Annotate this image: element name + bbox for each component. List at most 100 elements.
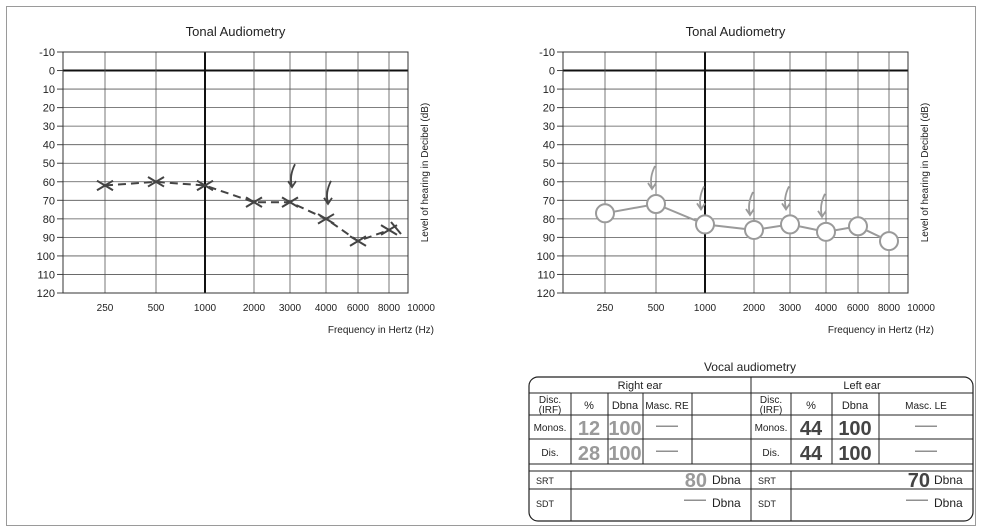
y-tick-label: 20	[543, 103, 555, 115]
left-monos-masc: ——	[915, 420, 937, 432]
y-tick-label: 120	[537, 288, 555, 300]
data-point-x	[147, 176, 165, 188]
x-tick-label: 3000	[779, 303, 802, 314]
masc-le-header: Masc. LE	[905, 401, 947, 412]
arrow-head	[647, 182, 657, 191]
y-tick-label: 0	[49, 66, 55, 78]
x-tick-label: 3000	[279, 303, 302, 314]
y-tick-label: 80	[43, 214, 55, 226]
x-tick-label: 2000	[743, 303, 766, 314]
y-tick-label: 60	[543, 177, 555, 189]
dis-left: Dis.	[762, 448, 779, 459]
arrow-curve	[290, 163, 296, 187]
plot-area: -10 0 10 20 30 40 50 60 70 80 90 100 110 120 250 500 100…	[37, 47, 436, 314]
data-point-o	[744, 219, 764, 240]
data-point-o	[780, 214, 800, 235]
x-tick-label: 1000	[194, 303, 217, 314]
y-tick-label: 30	[543, 121, 555, 133]
y-tick-label: -10	[39, 47, 55, 59]
y-axis-label: Level of hearing in Decibel (dB)	[420, 103, 431, 243]
x-tick-label: 10000	[907, 303, 935, 314]
arrow-head	[817, 210, 827, 219]
right-monos-pct: 12	[578, 418, 600, 440]
x-tick-label: 8000	[378, 303, 401, 314]
x-tick-label: 4000	[315, 303, 338, 314]
plot-frame	[562, 51, 909, 294]
y-tick-label: 10	[43, 84, 55, 96]
right-srt-unit: Dbna	[712, 473, 741, 487]
y-tick-label: 100	[537, 251, 555, 263]
right-dis-dbna: 100	[608, 443, 641, 465]
data-point-x	[96, 179, 114, 192]
left-srt-value: 70	[908, 470, 930, 492]
y-tick-label: 10	[543, 84, 555, 96]
right-dis-pct: 28	[578, 443, 600, 465]
y-axis-label: Level of hearing in Decibel (dB)	[920, 103, 931, 243]
vocal-audiometry-title: Vocal audiometry	[703, 360, 797, 374]
right-ear-header: Right ear	[618, 380, 663, 392]
left-dis-dbna: 100	[838, 443, 871, 465]
chart-title: Tonal Audiometry	[686, 24, 786, 39]
arrow-head	[287, 180, 297, 189]
x-tick-label: 250	[97, 303, 114, 314]
data-point-o	[695, 214, 715, 235]
sdt-label-right: SDT	[536, 499, 555, 509]
right-dis-masc: ——	[656, 445, 678, 457]
right-monos-masc: ——	[656, 420, 678, 432]
arrow-curve	[650, 165, 656, 189]
x-tick-label: 250	[597, 303, 614, 314]
y-tick-label: 50	[543, 158, 555, 170]
y-tick-label: 110	[537, 269, 555, 281]
data-point-x	[245, 196, 263, 208]
dbna-header-left: Dbna	[842, 400, 869, 412]
sdt-label-left: SDT	[758, 499, 777, 509]
arrow-head	[323, 197, 333, 206]
data-point-x	[317, 213, 335, 225]
arrow-curve	[326, 180, 332, 204]
right-sdt-dash: ——	[684, 494, 706, 506]
left-srt-unit: Dbna	[934, 473, 963, 487]
left-monos-pct: 44	[800, 418, 823, 440]
x-tick-label: 4000	[815, 303, 838, 314]
dis-right: Dis.	[541, 448, 558, 459]
right-srt-value: 80	[685, 470, 707, 492]
tonal-audiometry-chart-left: -10 0 10 20 30 40 50 60 70 80 90 100 110 120 250 500 100…	[37, 24, 436, 336]
series-line	[104, 180, 390, 243]
y-tick-label: -10	[539, 47, 555, 59]
y-tick-label: 40	[543, 140, 555, 152]
left-monos-dbna: 100	[838, 418, 871, 440]
y-tick-label: 50	[43, 158, 55, 170]
x-axis-label: Frequency in Hertz (Hz)	[828, 325, 934, 336]
arrow-head	[781, 202, 791, 212]
plot-area: -10 0 10 20 30 40 50 60 70 80 90 100 110 120 250 500 100…	[537, 47, 936, 314]
y-tick-label: 110	[37, 269, 55, 281]
left-sdt-unit: Dbna	[934, 496, 963, 510]
x-tick-label: 1000	[694, 303, 717, 314]
x-tick-label: 8000	[878, 303, 901, 314]
x-tick-label: 500	[148, 303, 165, 314]
y-tick-label: 20	[43, 103, 55, 115]
figure-frame	[6, 6, 976, 526]
x-tick-label: 500	[648, 303, 665, 314]
data-point-x	[349, 235, 367, 247]
disc-irf-header-right-sub: (IRF)	[539, 405, 562, 416]
x-tick-label: 6000	[847, 303, 870, 314]
arrow-head	[745, 208, 755, 217]
arrow-curve	[699, 186, 705, 209]
y-tick-label: 60	[43, 177, 55, 189]
pct-header-right: %	[584, 400, 594, 412]
y-tick-label: 70	[543, 195, 555, 207]
y-tick-label: 90	[543, 232, 555, 244]
masc-re-header: Masc. RE	[645, 401, 689, 412]
data-point-x	[196, 179, 214, 192]
disc-irf-header-left: Disc.	[760, 395, 782, 406]
chart-title: Tonal Audiometry	[186, 24, 286, 39]
right-sdt-unit: Dbna	[712, 496, 741, 510]
data-point-o	[816, 221, 836, 242]
arrow-right	[390, 221, 402, 235]
monos-right: Monos.	[534, 423, 567, 434]
y-tick-label: 90	[43, 232, 55, 244]
srt-label-left: SRT	[758, 476, 776, 486]
arrow-curve	[748, 191, 754, 215]
